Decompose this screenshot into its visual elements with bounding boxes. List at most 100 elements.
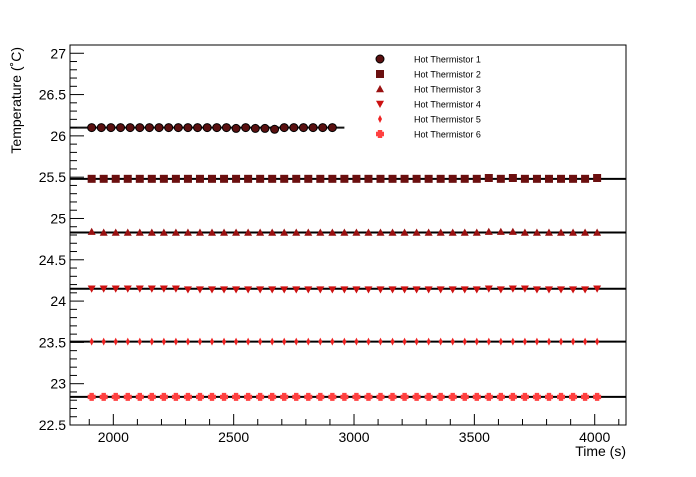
data-point bbox=[448, 174, 457, 183]
series-2 bbox=[87, 174, 602, 183]
data-point bbox=[498, 337, 503, 346]
data-point bbox=[135, 123, 145, 133]
data-point bbox=[557, 228, 566, 236]
data-point bbox=[113, 337, 118, 346]
data-point bbox=[244, 228, 253, 236]
x-axis-label: Time (s) bbox=[575, 443, 626, 459]
data-markers bbox=[87, 123, 602, 401]
y-tick-label: 23 bbox=[50, 376, 66, 392]
series-3 bbox=[87, 227, 602, 236]
data-point bbox=[378, 337, 383, 346]
data-point bbox=[327, 123, 337, 133]
fit-lines bbox=[70, 126, 626, 398]
data-point bbox=[508, 174, 517, 182]
data-point bbox=[202, 123, 212, 133]
data-point bbox=[532, 228, 541, 236]
data-point bbox=[260, 123, 270, 133]
y-tick-label: 25 bbox=[50, 210, 66, 226]
data-point bbox=[87, 174, 96, 183]
data-point bbox=[256, 286, 265, 294]
series-1 bbox=[87, 123, 337, 134]
data-point bbox=[328, 392, 337, 401]
data-point bbox=[460, 228, 469, 236]
data-point bbox=[289, 123, 299, 133]
data-point bbox=[221, 123, 231, 133]
data-point bbox=[364, 392, 373, 401]
data-point bbox=[135, 285, 144, 293]
data-point bbox=[195, 286, 204, 294]
data-point bbox=[522, 337, 527, 346]
data-point bbox=[569, 392, 578, 401]
data-point bbox=[484, 392, 493, 401]
data-point bbox=[520, 174, 529, 183]
data-point bbox=[376, 174, 385, 183]
legend-marker bbox=[375, 54, 385, 64]
data-point bbox=[280, 174, 289, 183]
data-point bbox=[125, 337, 130, 346]
data-point bbox=[400, 174, 409, 183]
data-point bbox=[352, 286, 361, 294]
data-point bbox=[270, 124, 280, 134]
data-point bbox=[426, 337, 431, 346]
data-point bbox=[87, 123, 97, 133]
data-point bbox=[183, 228, 192, 236]
legend-label: Hot Thermistor 2 bbox=[414, 70, 481, 80]
data-point bbox=[96, 123, 106, 133]
data-point bbox=[193, 123, 203, 133]
data-point bbox=[87, 392, 96, 401]
data-point bbox=[569, 174, 578, 183]
data-point bbox=[241, 123, 251, 133]
data-point bbox=[304, 392, 313, 401]
data-point bbox=[195, 174, 204, 183]
data-point bbox=[342, 337, 347, 346]
data-point bbox=[268, 228, 277, 236]
data-point bbox=[87, 227, 96, 235]
data-point bbox=[244, 174, 253, 183]
data-point bbox=[557, 286, 566, 294]
data-point bbox=[135, 174, 144, 183]
data-point bbox=[388, 228, 397, 236]
data-point bbox=[306, 337, 311, 346]
data-point bbox=[304, 286, 313, 294]
data-point bbox=[414, 337, 419, 346]
data-point bbox=[316, 286, 325, 294]
y-axis-label: Temperature (˚C) bbox=[8, 47, 24, 154]
data-point bbox=[460, 174, 469, 183]
data-point bbox=[220, 286, 229, 294]
data-point bbox=[462, 337, 467, 346]
data-point bbox=[208, 228, 217, 236]
data-point bbox=[111, 228, 120, 236]
y-tick-label: 25.5 bbox=[39, 169, 66, 185]
data-point bbox=[195, 228, 204, 236]
data-point bbox=[280, 228, 289, 236]
data-point bbox=[149, 337, 154, 346]
data-point bbox=[171, 285, 180, 293]
data-point bbox=[292, 286, 301, 294]
data-point bbox=[376, 392, 385, 401]
data-point bbox=[496, 227, 505, 235]
data-point bbox=[571, 337, 576, 346]
data-point bbox=[232, 228, 241, 236]
data-point bbox=[234, 337, 239, 346]
data-point bbox=[388, 286, 397, 294]
data-point bbox=[581, 174, 590, 183]
data-point bbox=[280, 286, 289, 294]
legend-entry: Hot Thermistor 6 bbox=[376, 130, 481, 140]
data-point bbox=[135, 392, 144, 401]
data-point bbox=[183, 174, 192, 183]
x-tick-label: 2000 bbox=[98, 429, 129, 445]
data-point bbox=[171, 174, 180, 183]
legend-marker bbox=[376, 100, 384, 108]
data-point bbox=[183, 123, 193, 133]
data-point bbox=[581, 392, 590, 401]
data-point bbox=[292, 392, 301, 401]
data-point bbox=[123, 285, 132, 293]
data-point bbox=[282, 337, 287, 346]
y-tick-label: 26.5 bbox=[39, 87, 66, 103]
data-point bbox=[220, 228, 229, 236]
series-4 bbox=[87, 285, 602, 294]
data-point bbox=[340, 228, 349, 236]
data-point bbox=[544, 392, 553, 401]
data-point bbox=[390, 337, 395, 346]
data-point bbox=[460, 286, 469, 294]
